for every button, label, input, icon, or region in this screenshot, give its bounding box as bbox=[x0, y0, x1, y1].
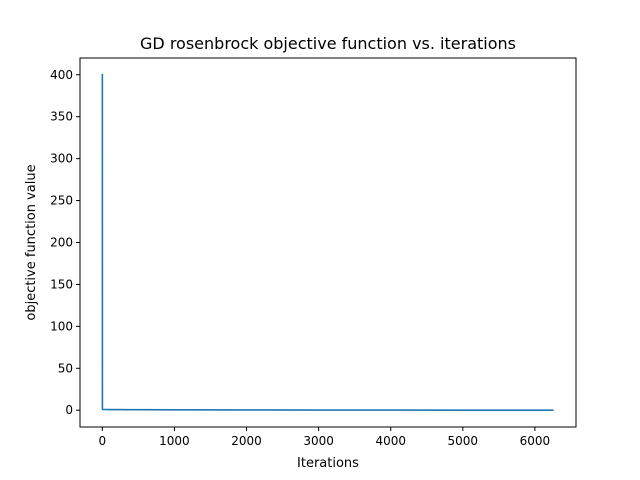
y-axis: 0 50 100 150 200 250 300 350 400 bbox=[50, 68, 80, 417]
series-line-0 bbox=[101, 73, 554, 412]
x-tick-label: 3000 bbox=[303, 434, 334, 448]
x-axis: 0 1000 2000 3000 4000 5000 6000 bbox=[99, 427, 551, 448]
y-tick-label: 250 bbox=[50, 194, 73, 208]
y-tick-label: 150 bbox=[50, 277, 73, 291]
y-tick-label: 200 bbox=[50, 236, 73, 250]
x-tick-label: 4000 bbox=[375, 434, 406, 448]
x-tick-label: 0 bbox=[99, 434, 107, 448]
y-tick-label: 100 bbox=[50, 319, 73, 333]
x-tick-label: 6000 bbox=[520, 434, 551, 448]
y-tick-label: 300 bbox=[50, 152, 73, 166]
x-tick-label: 2000 bbox=[231, 434, 262, 448]
y-tick-label: 50 bbox=[58, 361, 73, 375]
y-tick-label: 0 bbox=[65, 403, 73, 417]
x-axis-label: Iterations bbox=[297, 456, 359, 471]
x-tick-label: 5000 bbox=[448, 434, 479, 448]
y-tick-label: 350 bbox=[50, 110, 73, 124]
y-axis-label: objective function value bbox=[24, 164, 39, 320]
plot-area bbox=[101, 73, 554, 412]
y-tick-label: 400 bbox=[50, 68, 73, 82]
x-tick-label: 1000 bbox=[159, 434, 190, 448]
chart-title: GD rosenbrock objective function vs. ite… bbox=[140, 34, 516, 53]
axes-frame bbox=[79, 57, 577, 428]
